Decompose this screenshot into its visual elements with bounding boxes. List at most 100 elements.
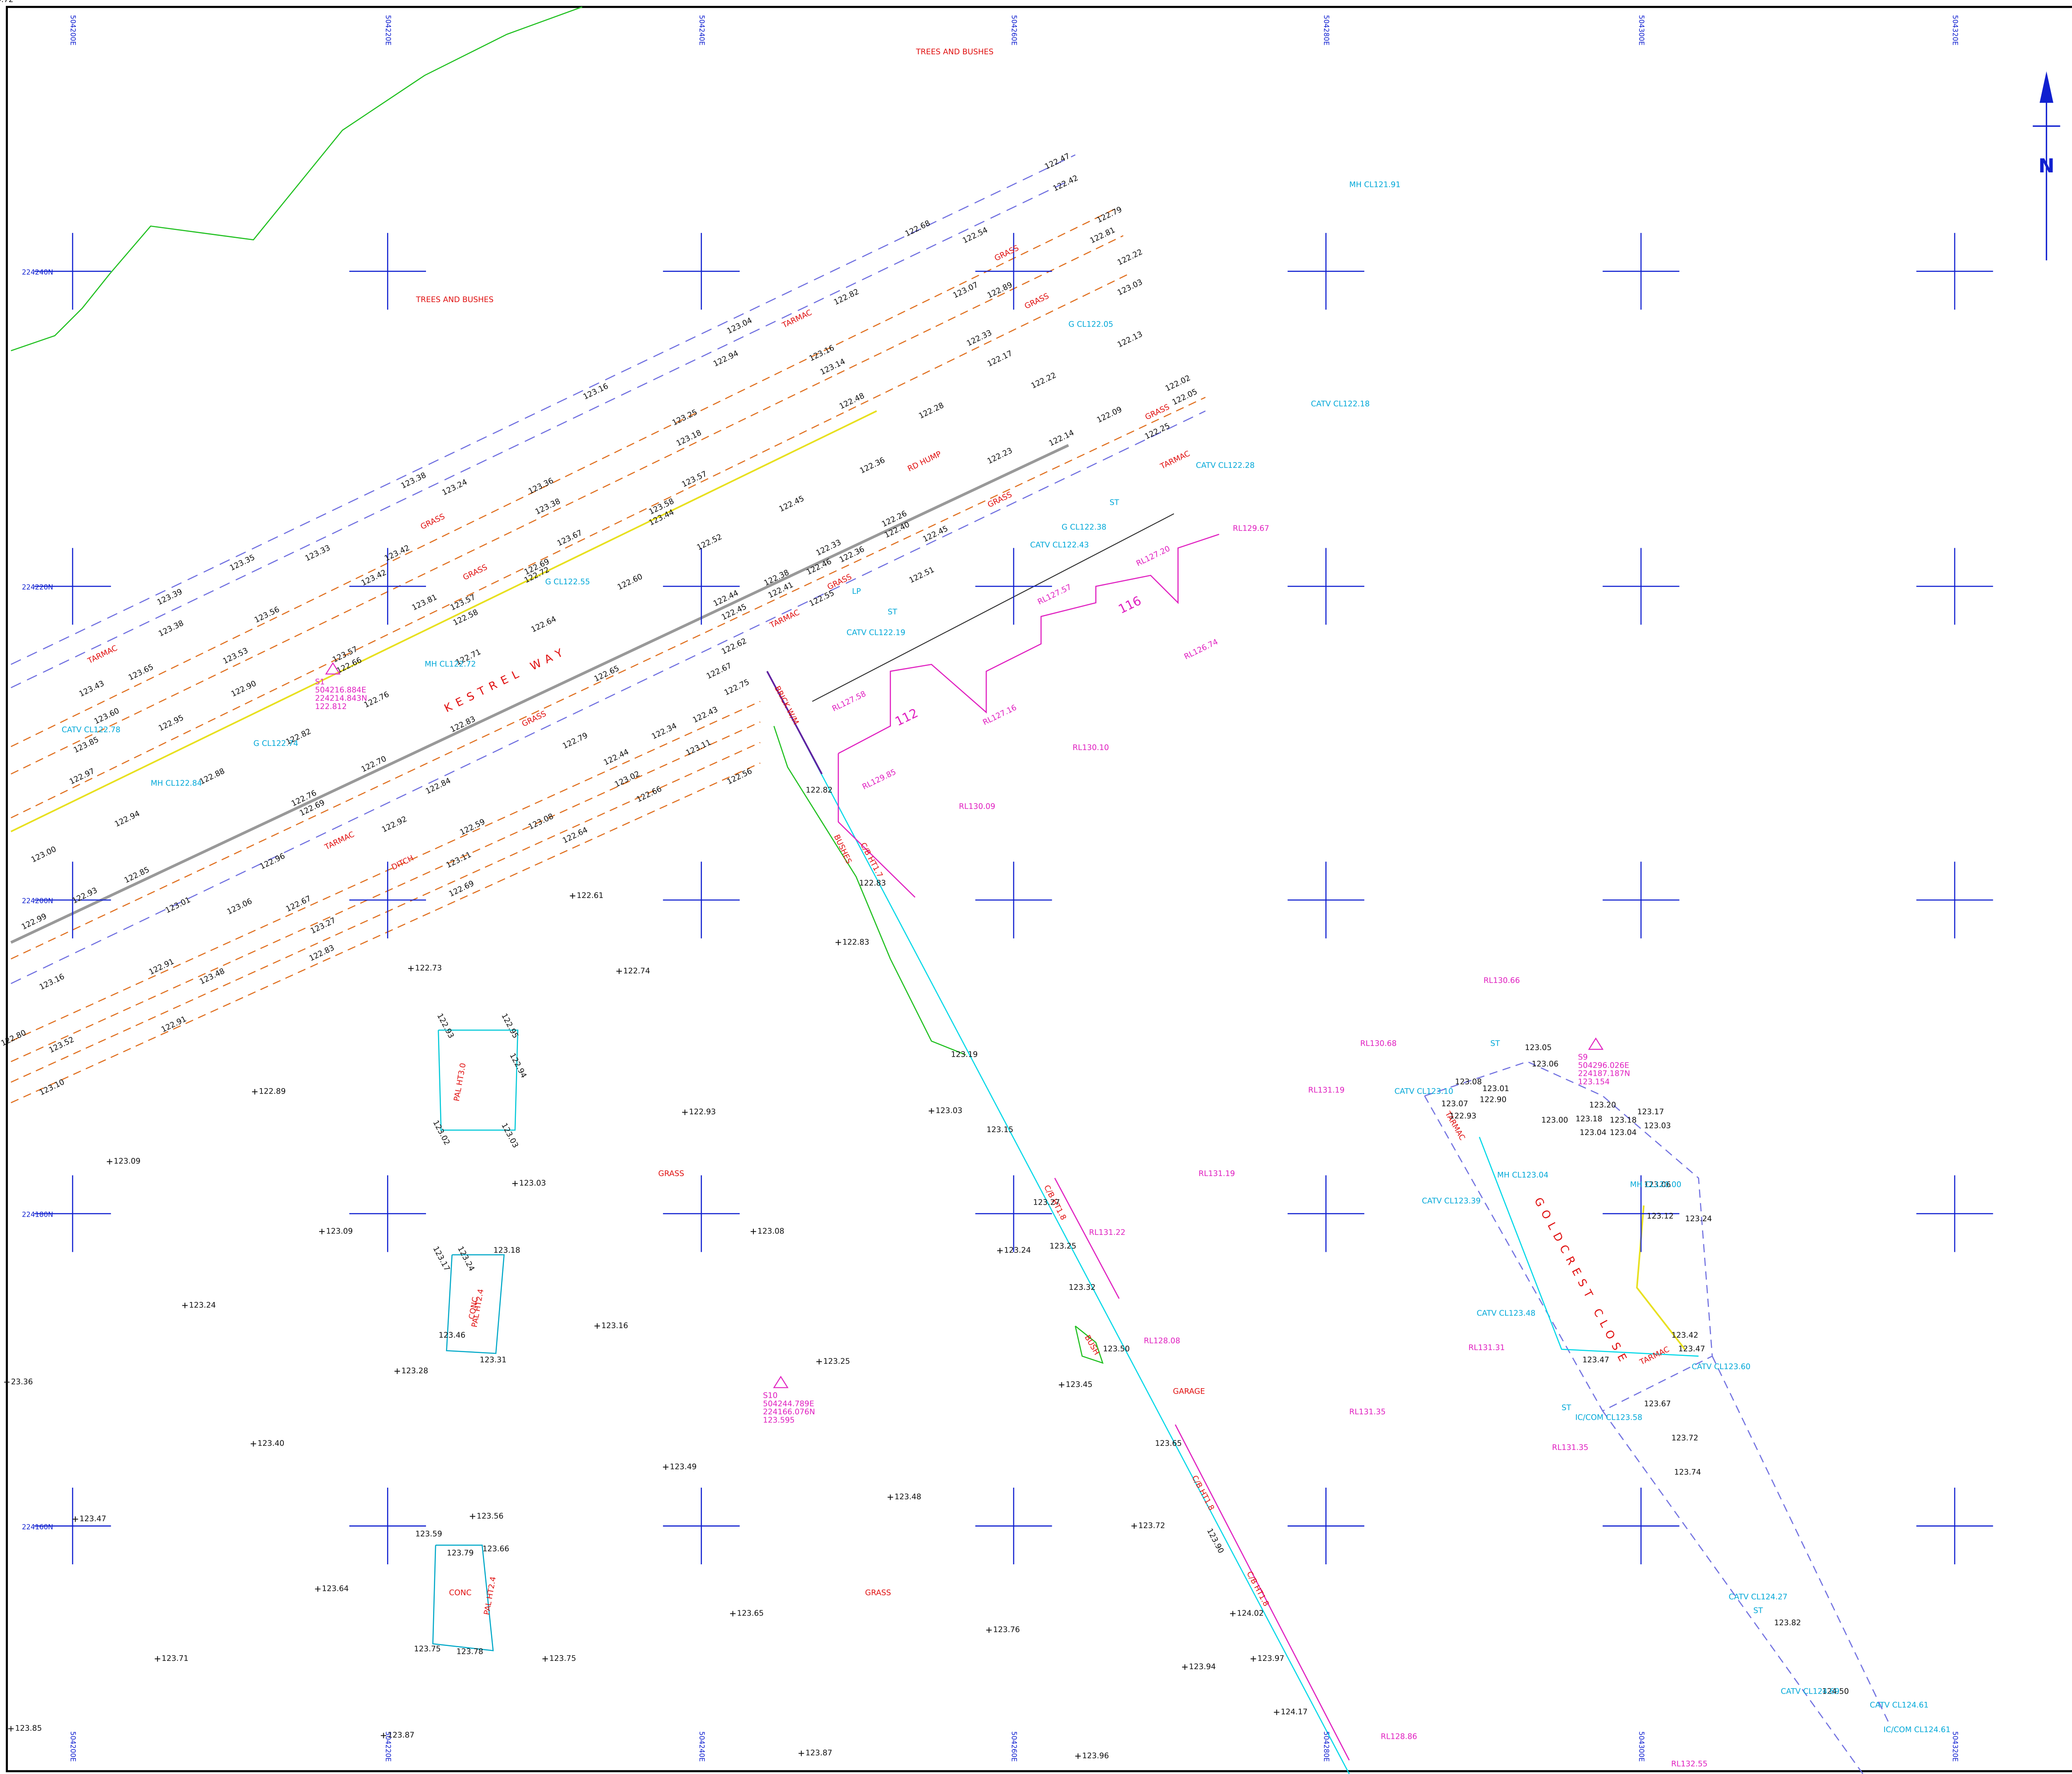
level-marker <box>1059 1382 1065 1388</box>
area-label: GRASS <box>986 490 1013 509</box>
spot-level: 122.09 <box>1096 405 1123 425</box>
reduced-level: RL128.08 <box>1144 1336 1180 1345</box>
easting-label: 504280E <box>1322 1731 1330 1762</box>
spot-level: 122.82 <box>833 287 860 307</box>
spot-level: 123.67 <box>556 528 583 548</box>
easting-label: 504240E <box>698 15 706 45</box>
spot-level: 123.24 <box>441 478 469 497</box>
ground-level: 123.97 <box>1257 1654 1284 1663</box>
level-marker <box>887 1494 893 1500</box>
station-easting: 504296.026E <box>1578 1061 1629 1070</box>
spot-level: 122.42 <box>1052 174 1080 193</box>
spot-level: 122.96 <box>259 852 286 871</box>
utility-label: CATV CL123.10 <box>1394 1087 1453 1096</box>
level-marker <box>1250 1656 1256 1662</box>
spot-level: 123.06 <box>226 897 254 916</box>
station-marker <box>773 1376 789 1388</box>
spot-level: 123.17 <box>431 1245 451 1273</box>
spot-level: 123.66 <box>482 1545 509 1554</box>
easting-label: 504320E <box>1951 15 1959 45</box>
level-marker <box>250 1441 257 1447</box>
spot-level: 122.36 <box>859 456 886 475</box>
northing-label: 224180N <box>22 1211 53 1219</box>
spot-level: 123.38 <box>399 471 427 490</box>
utility-label: CATV CL123.48 <box>1477 1309 1535 1318</box>
reduced-level: RL129.67 <box>1233 524 1269 533</box>
spot-level: 122.89 <box>986 281 1014 300</box>
road-name: KESTREL WAY <box>442 644 570 715</box>
spot-level: 123.27 <box>1033 1198 1060 1207</box>
spot-level: 123.50 <box>1103 1345 1130 1353</box>
spot-level: 123.00 <box>30 845 58 864</box>
spot-level: 122.97 <box>68 767 96 786</box>
area-label: TARMAC <box>768 608 801 630</box>
spot-level: 123.65 <box>1155 1439 1182 1448</box>
station-northing: 224187.187N <box>1578 1070 1630 1078</box>
ground-level: 123.03 <box>936 1106 963 1115</box>
area-label: GRASS <box>993 244 1020 263</box>
fence-label: C/B HT1.8 <box>1245 1570 1271 1608</box>
level-marker <box>616 968 622 974</box>
northing-label: 224240N <box>22 268 53 276</box>
spot-level: 123.36 <box>527 477 555 496</box>
ground-level: 123.87 <box>806 1749 833 1757</box>
station-marker <box>325 662 341 675</box>
spot-level: 122.94 <box>113 809 141 829</box>
spot-level: 122.25 <box>1143 421 1171 441</box>
ground-level: 122.89 <box>259 1087 286 1096</box>
utility-label: MH CL123.04 <box>1497 1171 1549 1179</box>
area-label: GRASS <box>1023 292 1050 311</box>
level-marker <box>394 1368 400 1374</box>
ground-level: 122.74 <box>623 967 650 975</box>
fence-label: BRICK W/M <box>772 685 800 726</box>
spot-level: 122.80 <box>0 1029 28 1048</box>
area-label: TARMAC <box>86 644 119 666</box>
area-label: GRASS <box>865 1588 891 1597</box>
spot-level: 123.24 <box>1685 1215 1712 1223</box>
reduced-level: RL130.10 <box>1072 743 1109 752</box>
spot-level: 123.07 <box>1441 1099 1468 1108</box>
station-easting: 504244.789E <box>763 1399 814 1408</box>
spot-level: 122.93 <box>1450 1112 1477 1121</box>
reduced-level: RL128.86 <box>1381 1733 1417 1741</box>
spot-level: 122.22 <box>1030 371 1058 390</box>
ground-level: 123.56 <box>477 1512 503 1520</box>
spot-level: 123.31 <box>480 1356 507 1365</box>
spot-level: 123.78 <box>456 1648 483 1656</box>
ground-level: 123.08 <box>758 1227 784 1236</box>
spot-level: 123.14 <box>819 357 847 377</box>
level-marker <box>155 1656 160 1662</box>
area-label: GRASS <box>419 512 446 531</box>
spot-level: 122.66 <box>635 784 663 804</box>
spot-level: 122.91 <box>160 1015 188 1034</box>
spot-level: 123.06 <box>1644 1180 1671 1189</box>
spot-level: 123.38 <box>157 619 185 638</box>
area-label: RD HUMP <box>906 450 943 473</box>
area-label: GRASS <box>826 572 853 591</box>
easting-label: 504260E <box>1010 1731 1018 1762</box>
reduced-level: RL131.22 <box>1089 1228 1126 1237</box>
spot-level: 122.55 <box>808 589 835 608</box>
road-name: GOLDCREST CLOSE <box>1532 1196 1632 1368</box>
spot-level: 122.68 <box>904 219 932 238</box>
spot-level: 123.81 <box>411 593 438 612</box>
spot-level: 122.92 <box>380 815 408 834</box>
spot-level: 122.22 <box>1116 248 1144 267</box>
spot-level: 123.16 <box>38 972 66 992</box>
spot-level: 122.13 <box>1116 330 1144 349</box>
spot-level: 123.25 <box>1050 1242 1077 1251</box>
spot-level: 123.57 <box>680 470 708 489</box>
spot-level: 122.34 <box>650 721 678 741</box>
easting-label: 504320E <box>1951 1731 1959 1762</box>
spot-level: 123.00 <box>1541 1116 1568 1125</box>
ground-level: 123.96 <box>1082 1752 1109 1760</box>
ground-level: 122.73 <box>415 964 442 973</box>
ground-level: 23.36 <box>11 1377 33 1386</box>
spot-level: 122.94 <box>712 349 740 368</box>
spot-level: 123.01 <box>1482 1084 1509 1093</box>
frame <box>6 6 2072 1772</box>
utility-label: CATV CL122.18 <box>1311 399 1370 408</box>
spot-level: 123.75 <box>414 1645 441 1653</box>
